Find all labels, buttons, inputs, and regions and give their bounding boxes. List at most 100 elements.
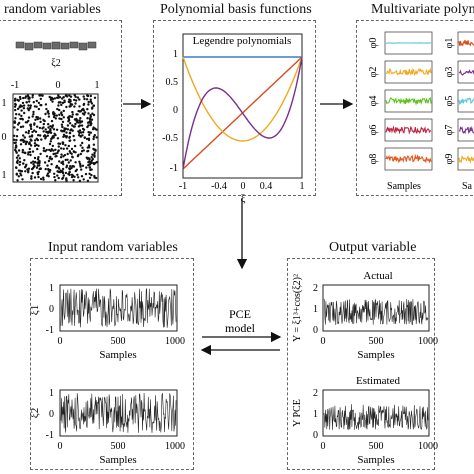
scatter-point bbox=[73, 139, 76, 142]
scatter-point bbox=[18, 163, 21, 166]
scatter-point bbox=[40, 104, 43, 107]
scatter-point bbox=[91, 106, 94, 109]
scatter-point bbox=[86, 94, 89, 97]
scatter-point bbox=[57, 167, 61, 170]
scatter-point bbox=[60, 103, 63, 107]
scatter-point bbox=[37, 160, 40, 164]
input-series-1-line bbox=[60, 287, 177, 328]
scatter-point bbox=[55, 96, 59, 100]
scatter-point bbox=[80, 124, 84, 127]
scatter-point bbox=[30, 139, 33, 142]
multi-plot-series-right bbox=[458, 97, 474, 106]
scatter-point bbox=[19, 104, 22, 107]
scatter-point bbox=[22, 162, 25, 165]
scatter-point bbox=[49, 98, 53, 101]
scatter-point bbox=[72, 165, 76, 168]
scatter-point bbox=[92, 162, 95, 165]
scatter-point bbox=[33, 129, 36, 132]
scatter-point bbox=[24, 96, 27, 99]
scatter-point bbox=[84, 172, 88, 176]
model-label-line1: PCE bbox=[229, 307, 251, 321]
scatter-point bbox=[89, 94, 93, 98]
scatter-point bbox=[85, 137, 89, 141]
scatter-point bbox=[15, 156, 19, 159]
scatter-point bbox=[48, 142, 52, 146]
legendre-ytick-0: 1 bbox=[173, 49, 178, 60]
scatter-point bbox=[18, 113, 21, 116]
scatter-point bbox=[31, 150, 35, 153]
xi2-square bbox=[33, 41, 43, 49]
scatter-point bbox=[54, 117, 57, 120]
xi2-square bbox=[69, 41, 79, 49]
scatter-point bbox=[39, 120, 42, 124]
scatter-point bbox=[28, 150, 32, 154]
scatter-point bbox=[32, 163, 35, 166]
scatter-point bbox=[83, 136, 86, 139]
scatter-point bbox=[25, 140, 29, 144]
scatter-point bbox=[71, 156, 74, 159]
actual-xtick-0: 0 bbox=[321, 336, 326, 347]
scatter-point bbox=[89, 100, 93, 103]
scatter-point bbox=[28, 100, 31, 103]
scatter-point bbox=[68, 115, 71, 118]
multi-right-label: φ5 bbox=[444, 96, 455, 107]
output-actual-series bbox=[323, 299, 429, 326]
scatter-point bbox=[30, 135, 34, 138]
scatter-point bbox=[34, 130, 38, 133]
scatter-point bbox=[22, 104, 26, 107]
scatter-point bbox=[73, 144, 77, 148]
scatter-point bbox=[65, 105, 68, 109]
scatter-point bbox=[87, 149, 90, 153]
scatter-point bbox=[42, 147, 46, 150]
scatter-point bbox=[77, 109, 80, 113]
scatter-point bbox=[87, 144, 91, 147]
scatter-point bbox=[39, 177, 43, 181]
scatter-point bbox=[37, 175, 40, 179]
scatter-point bbox=[35, 115, 38, 119]
scatter-point bbox=[47, 159, 51, 163]
scatter-point bbox=[19, 172, 22, 175]
scatter-point bbox=[60, 113, 64, 117]
scatter-point bbox=[35, 99, 38, 103]
scatter-point bbox=[77, 153, 80, 157]
scatter-point bbox=[79, 144, 82, 147]
scatter-point bbox=[44, 135, 48, 138]
multi-left-label: φ0 bbox=[368, 38, 379, 49]
estimated-xtick-0: 0 bbox=[321, 441, 326, 452]
scatter-point bbox=[83, 97, 86, 101]
scatter-point bbox=[85, 156, 89, 159]
multi-xlabel-right: Sa bbox=[462, 181, 473, 192]
scatter-point bbox=[77, 125, 81, 128]
scatter-point bbox=[74, 169, 78, 173]
scatter-point bbox=[57, 104, 60, 107]
scatter-point bbox=[65, 164, 69, 167]
scatter-point bbox=[57, 145, 60, 148]
scatter-point bbox=[60, 123, 64, 126]
xi2-square bbox=[42, 42, 52, 50]
scatter-point bbox=[19, 125, 23, 129]
scatter-point bbox=[58, 117, 61, 120]
scatter-point bbox=[79, 121, 82, 124]
input-series-1 bbox=[60, 287, 177, 328]
scatter-point bbox=[88, 172, 91, 175]
scatter-point bbox=[88, 176, 92, 179]
estimated-xtick-2: 1000 bbox=[418, 441, 438, 452]
scatter-point bbox=[74, 122, 77, 126]
estimated-ytick-1: 1 bbox=[313, 409, 318, 420]
scatter-point bbox=[66, 158, 69, 161]
scatter-point bbox=[37, 156, 40, 159]
scatter-point bbox=[44, 103, 48, 106]
scatter-point bbox=[50, 158, 53, 161]
scatter-point bbox=[44, 167, 47, 171]
scatter-point bbox=[27, 131, 30, 135]
scatter-point bbox=[66, 152, 69, 156]
scatter-point bbox=[86, 121, 90, 124]
scatter-point bbox=[14, 146, 17, 149]
scatter-point bbox=[34, 118, 37, 122]
actual-ytick-2: 0 bbox=[313, 325, 318, 336]
multi-right-label: φ7 bbox=[444, 125, 455, 136]
scatter-point bbox=[88, 118, 92, 121]
scatter-point bbox=[86, 125, 89, 129]
scatter-point bbox=[66, 128, 70, 131]
